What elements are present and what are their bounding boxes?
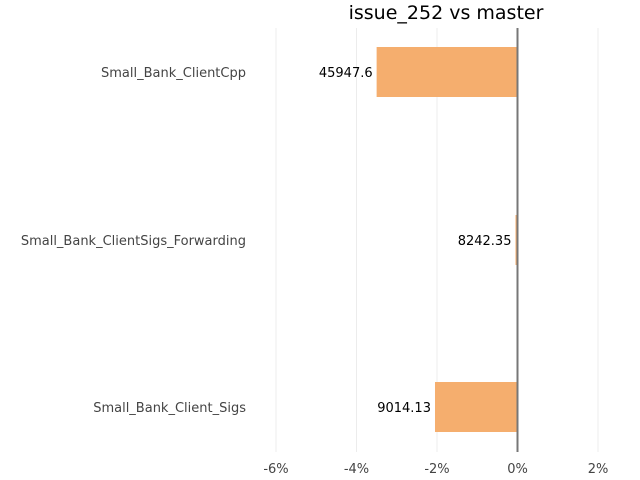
category-label: Small_Bank_ClientCpp (101, 66, 246, 81)
x-tick-label: -6% (263, 462, 288, 477)
data-label: 8242.35 (458, 234, 512, 249)
x-tick-label: 2% (588, 462, 609, 477)
data-label: 45947.6 (319, 66, 373, 81)
x-tick-labels: -6% -4% -2% 0% 2% (263, 462, 608, 477)
bar (434, 382, 518, 432)
bar (376, 47, 518, 97)
data-label: 9014.13 (377, 401, 431, 416)
category-label: Small_Bank_Client_Sigs (93, 401, 246, 416)
category-labels: Small_Bank_ClientCpp Small_Bank_ClientSig… (21, 66, 246, 416)
data-labels: 45947.6 8242.35 9014.13 (319, 66, 512, 416)
x-tick-label: 0% (507, 462, 528, 477)
category-label: Small_Bank_ClientSigs_Forwarding (21, 234, 246, 249)
x-tick-label: -4% (344, 462, 369, 477)
grid-lines (275, 28, 599, 452)
x-tick-label: -2% (424, 462, 449, 477)
bar (515, 215, 518, 265)
bars (376, 47, 518, 432)
chart-title: issue_252 vs master (349, 2, 544, 24)
